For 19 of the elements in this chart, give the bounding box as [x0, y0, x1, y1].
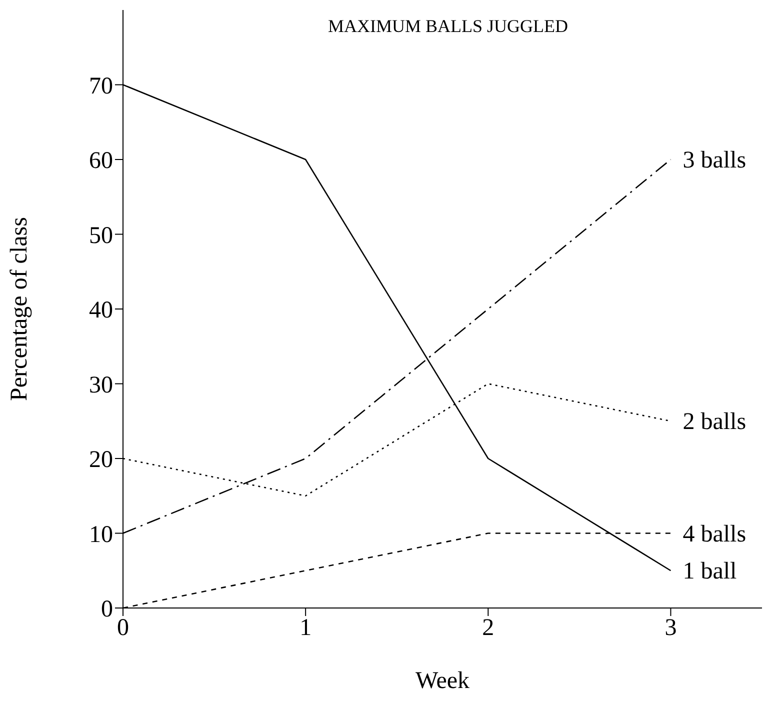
y-tick-label: 60	[89, 148, 113, 174]
y-tick-label: 40	[89, 298, 113, 324]
x-axis-title: Week	[415, 668, 470, 694]
y-tick-label: 70	[89, 73, 113, 100]
y-tick-label: 30	[89, 372, 113, 398]
chart-title: MAXIMUM BALLS JUGGLED	[326, 16, 569, 37]
series-label: 1 ball	[682, 558, 738, 585]
y-tick-label: 50	[89, 222, 113, 249]
x-tick-label: 0	[117, 615, 129, 642]
x-tick-label: 1	[300, 615, 312, 642]
series-label: 2 balls	[682, 409, 746, 436]
y-tick-label: 10	[89, 522, 113, 548]
y-axis-title: Percentage of class	[6, 217, 33, 401]
x-tick-label: 3	[664, 615, 677, 642]
y-tick-label: 0	[101, 596, 113, 623]
series-label: 3 balls	[682, 148, 746, 174]
y-tick-label: 20	[89, 447, 113, 474]
x-tick-label: 2	[482, 615, 494, 642]
series-label: 4 balls	[682, 521, 746, 548]
